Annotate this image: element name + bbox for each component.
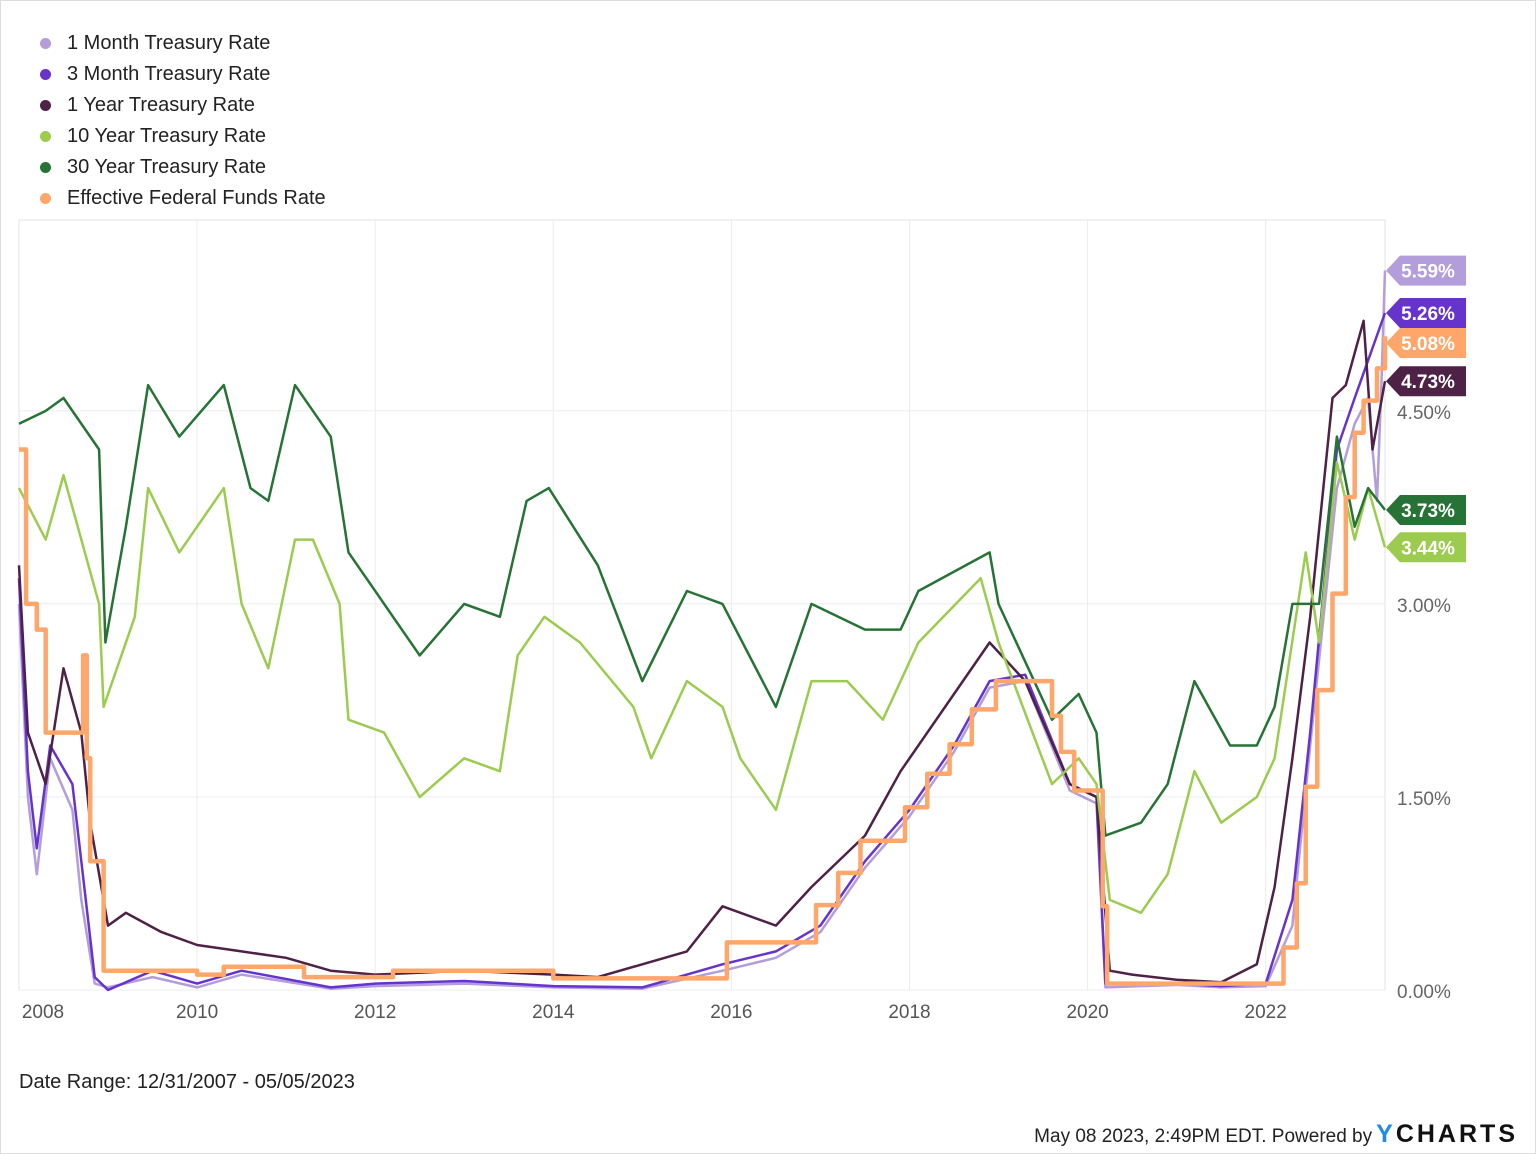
legend-label: 3 Month Treasury Rate (67, 63, 271, 85)
end-label-tag (1386, 366, 1466, 397)
series-line-3 (17, 461, 1387, 915)
legend-dot-icon (40, 100, 51, 111)
legend-item[interactable]: 1 Month Treasury Rate (40, 28, 326, 59)
end-value-label: 3.73% (1401, 501, 1455, 522)
series-line-0 (17, 270, 1387, 990)
legend-label: Effective Federal Funds Rate (67, 187, 326, 209)
end-value-label: 5.26% (1401, 304, 1455, 325)
legend-label: 30 Year Treasury Rate (67, 156, 267, 178)
legend-item[interactable]: 1 Year Treasury Rate (40, 90, 326, 121)
legend-dot-icon (40, 131, 51, 142)
logo-y: Y (1376, 1120, 1396, 1148)
legend-dot-icon (40, 69, 51, 80)
legend-item[interactable]: Effective Federal Funds Rate (40, 183, 326, 214)
y-tick-label: 4.50% (1397, 403, 1451, 424)
date-range: Date Range: 12/31/2007 - 05/05/2023 (19, 1071, 355, 1093)
y-tick-label: 0.00% (1397, 982, 1451, 1003)
legend-label: 10 Year Treasury Rate (67, 125, 267, 147)
legend-dot-icon (40, 193, 51, 204)
series-line-5 (19, 336, 1388, 986)
x-tick-label: 2010 (176, 1002, 218, 1023)
end-value-label: 5.59% (1401, 262, 1455, 283)
end-value-label: 4.73% (1401, 372, 1455, 393)
legend-item[interactable]: 30 Year Treasury Rate (40, 152, 326, 183)
series-line-2 (17, 319, 1387, 984)
x-tick-label: 2012 (354, 1002, 396, 1023)
y-tick-label: 1.50% (1397, 789, 1451, 810)
end-label-tag (1386, 532, 1466, 563)
end-label-tag (1386, 255, 1466, 286)
x-tick-label: 2008 (22, 1002, 64, 1023)
legend-item[interactable]: 10 Year Treasury Rate (40, 121, 326, 152)
plot-area (18, 219, 1386, 991)
logo-text: CHARTS (1395, 1120, 1518, 1148)
footer: May 08 2023, 2:49PM EDT. Powered by YCHA… (1034, 1120, 1518, 1149)
legend-label: 1 Year Treasury Rate (67, 94, 255, 116)
y-tick-label: 3.00% (1397, 596, 1451, 617)
x-tick-label: 2014 (532, 1002, 575, 1023)
legend-dot-icon (40, 162, 51, 173)
end-label-tag (1386, 298, 1466, 329)
legend-dot-icon (40, 38, 51, 49)
x-tick-label: 2018 (888, 1002, 930, 1023)
x-tick-label: 2016 (710, 1002, 752, 1023)
x-tick-label: 2020 (1066, 1002, 1108, 1023)
x-tick-label: 2022 (1245, 1002, 1287, 1023)
end-value-label: 5.08% (1401, 334, 1455, 355)
timestamp: May 08 2023, 2:49PM EDT. Powered by (1034, 1126, 1373, 1147)
ycharts-logo[interactable]: YCHARTS (1376, 1120, 1518, 1149)
end-value-label: 3.44% (1401, 538, 1455, 559)
end-label-tag (1386, 494, 1466, 525)
legend-label: 1 Month Treasury Rate (67, 32, 271, 54)
legend: 1 Month Treasury Rate 3 Month Treasury R… (40, 28, 326, 214)
legend-item[interactable]: 3 Month Treasury Rate (40, 59, 326, 90)
series-line-4 (18, 383, 1386, 837)
end-label-tag (1386, 328, 1466, 359)
